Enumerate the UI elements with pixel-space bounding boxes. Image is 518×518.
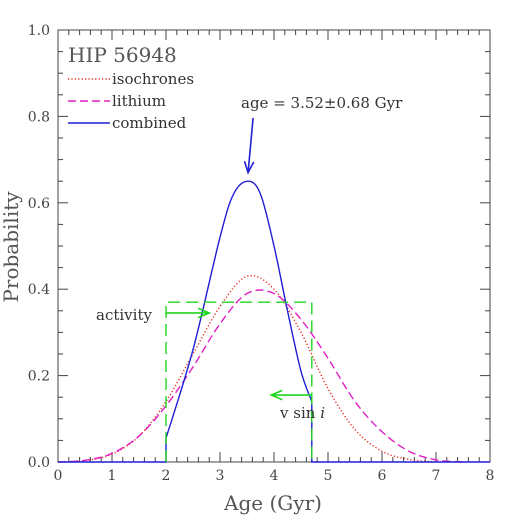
x-tick-label: 8: [486, 468, 495, 484]
y-tick-label: 1.0: [28, 23, 50, 39]
y-axis-label: Probability: [0, 191, 23, 303]
series-layer: [57, 180, 490, 463]
vsini-text: v sin: [279, 404, 316, 422]
age-arrow-head: [243, 160, 255, 175]
x-tick-label: 0: [54, 468, 63, 484]
age-annotation: age = 3.52±0.68 Gyr: [241, 94, 403, 112]
x-tick-label: 6: [378, 468, 387, 484]
x-tick-label: 7: [432, 468, 441, 484]
series-combined: [58, 180, 490, 463]
x-tick-label: 3: [216, 468, 225, 484]
y-tick-label: 0.2: [28, 369, 50, 385]
legend-label-isochrones: isochrones: [112, 70, 194, 88]
x-axis-label: Age (Gyr): [223, 491, 322, 515]
series-lithium: [57, 289, 464, 463]
legend-label-lithium: lithium: [112, 92, 166, 110]
age-arrow-shaft: [247, 117, 254, 173]
activity-arrow-head: [197, 307, 212, 319]
x-tick-label: 2: [162, 468, 171, 484]
legend-label-combined: combined: [112, 114, 187, 132]
x-tick-label: 4: [270, 468, 279, 484]
y-tick-label: 0.6: [28, 196, 50, 212]
activity-label: activity: [96, 306, 152, 324]
age-arrow: [243, 117, 255, 175]
vsini-arrow-head: [269, 389, 283, 401]
annotations: isochrones lithium combined: [68, 70, 312, 401]
y-tick-label: 0.4: [28, 282, 50, 298]
x-tick-label: 5: [324, 468, 333, 484]
vsini-italic: i: [320, 404, 325, 422]
axes: 0 1 2 3 4 5 6 7 8 0.0 0.2 0.4 0.6 0.8 1.0: [28, 23, 495, 484]
series-isochrones: [57, 274, 437, 463]
y-tick-label: 0.0: [28, 455, 50, 471]
series-activity: [165, 301, 313, 462]
vsini-label: v sin i: [279, 404, 325, 422]
vsini-arrow: [269, 389, 312, 401]
chart-title: HIP 56948: [68, 43, 177, 67]
activity-arrow: [166, 307, 212, 319]
y-tick-label: 0.8: [28, 109, 50, 125]
x-tick-label: 1: [108, 468, 117, 484]
